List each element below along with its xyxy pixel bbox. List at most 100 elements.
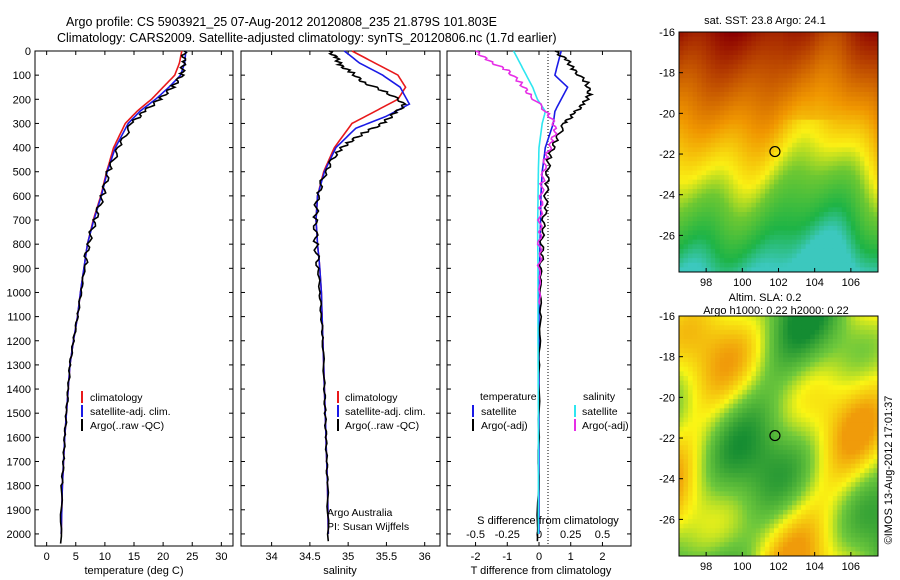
map-cell (823, 509, 829, 515)
map-cell (819, 357, 825, 363)
map-cell (846, 449, 852, 455)
map-cell (746, 463, 752, 469)
map-cell (832, 235, 838, 241)
map-cell (814, 216, 820, 222)
map-cell (859, 170, 865, 176)
map-cell (787, 115, 793, 121)
map-cell (792, 422, 797, 428)
map-cell (778, 362, 784, 368)
map-cell (724, 152, 730, 158)
map-cell (742, 408, 748, 414)
map-cell (692, 519, 698, 525)
series-line-satellite-adj-clim- (315, 50, 411, 534)
map-cell (846, 110, 852, 116)
map-cell (701, 482, 707, 488)
map-y-tick-label: -20 (659, 392, 675, 404)
map-cell (801, 514, 807, 520)
map-cell (814, 329, 820, 335)
map-cell (787, 41, 793, 47)
map-cell (701, 412, 707, 418)
map-cell (697, 422, 703, 428)
map-cell (679, 320, 684, 326)
map-cell (764, 468, 770, 474)
map-cell (859, 161, 865, 167)
map-cell (688, 352, 693, 358)
map-cell (805, 202, 811, 208)
map-cell (814, 179, 820, 185)
map-cell (710, 514, 716, 520)
map-cell (837, 463, 843, 469)
map-cell (724, 394, 730, 400)
map-cell (715, 68, 721, 74)
map-cell (710, 542, 716, 548)
map-cell (814, 188, 820, 194)
map-cell (764, 348, 770, 354)
map-cell (706, 87, 712, 93)
map-cell (733, 320, 739, 326)
map-cell (783, 147, 788, 153)
map-cell (864, 357, 870, 363)
map-cell (841, 161, 847, 167)
map-cell (846, 267, 852, 273)
map-cell (688, 221, 693, 227)
map-cell (724, 156, 730, 162)
map-y-tick-label: -24 (659, 474, 675, 486)
y-tick-label: 300 (13, 118, 31, 130)
map-cell (724, 221, 730, 227)
map-cell (819, 64, 825, 70)
map-cell (783, 212, 788, 218)
map-cell (710, 440, 716, 446)
map-cell (841, 348, 847, 354)
map-cell (796, 380, 802, 386)
map-cell (855, 477, 861, 483)
map-cell (787, 546, 793, 552)
map-cell (683, 124, 689, 130)
map-cell (769, 482, 775, 488)
map-cell (683, 486, 689, 492)
map-cell (697, 124, 703, 130)
map-cell (855, 528, 861, 534)
map-cell (710, 92, 716, 98)
map-cell (859, 463, 865, 469)
map-cell (783, 175, 788, 181)
map-cell (760, 436, 766, 442)
map-cell (683, 64, 689, 70)
map-cell (724, 477, 730, 483)
map-cell (715, 389, 721, 395)
map-cell (792, 542, 797, 548)
map-cell (769, 36, 775, 42)
map-cell (719, 546, 725, 552)
map-cell (697, 389, 703, 395)
map-cell (868, 193, 874, 199)
map-cell (783, 519, 788, 525)
map-cell (810, 537, 816, 543)
map-cell (859, 41, 865, 47)
map-cell (724, 546, 730, 552)
map-cell (868, 468, 874, 474)
map-cell (805, 225, 811, 231)
map-cell (828, 477, 834, 483)
map-cell (755, 417, 761, 423)
map-cell (828, 244, 834, 250)
map-cell (855, 110, 861, 116)
map-cell (737, 244, 743, 250)
map-cell (733, 339, 739, 345)
map-cell (751, 362, 757, 368)
map-cell (746, 253, 752, 259)
map-cell (846, 325, 852, 331)
map-cell (742, 523, 748, 529)
map-cell (859, 320, 865, 326)
map-cell (778, 202, 784, 208)
map-cell (787, 440, 793, 446)
map-cell (787, 50, 793, 56)
map-cell (710, 482, 716, 488)
map-cell (692, 325, 698, 331)
map-cell (728, 394, 734, 400)
map-cell (778, 188, 784, 194)
map-cell (719, 412, 725, 418)
map-cell (719, 537, 725, 543)
map-cell (846, 316, 852, 322)
map-cell (805, 482, 811, 488)
map-cell (823, 212, 829, 218)
map-cell (819, 138, 825, 144)
